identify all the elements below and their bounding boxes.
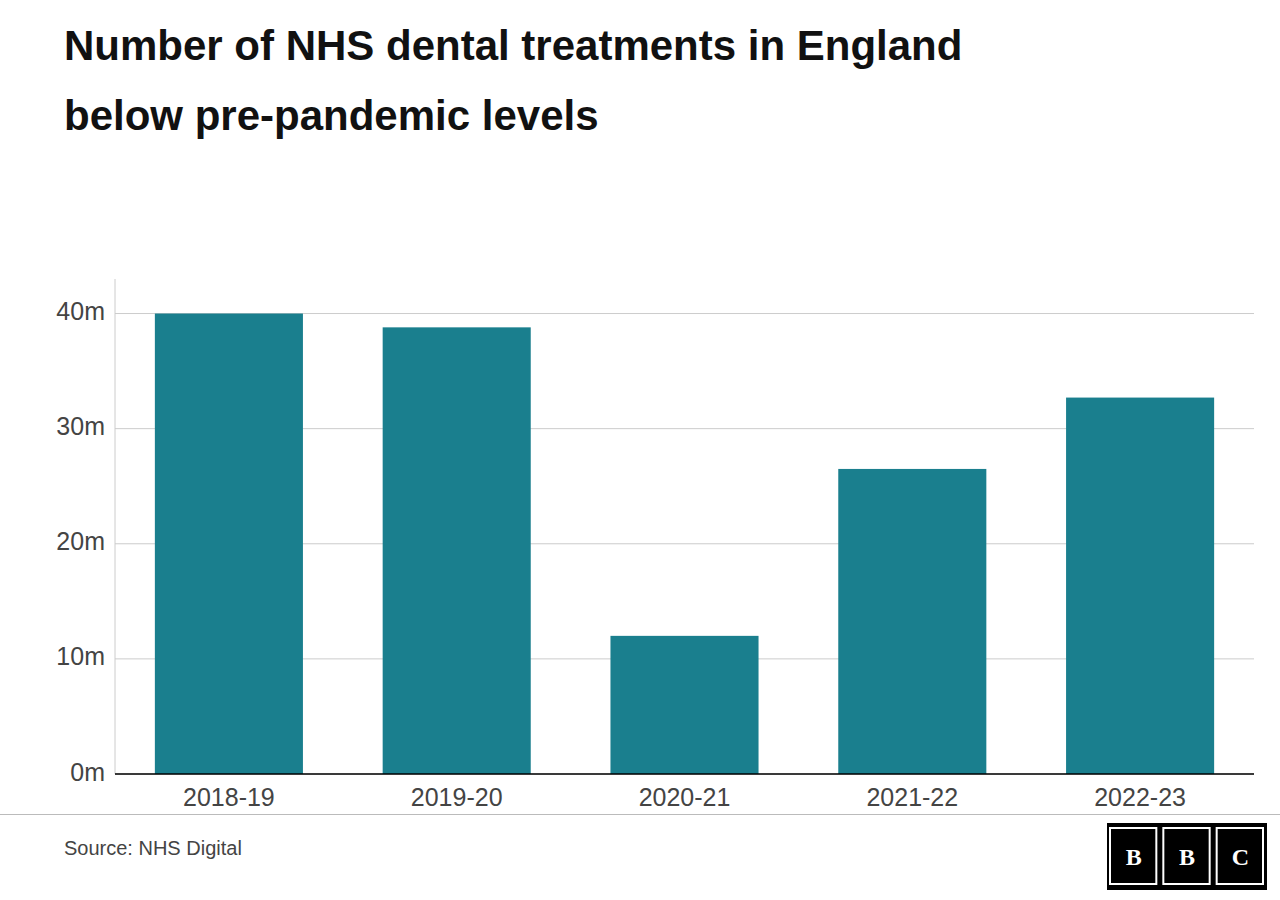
x-tick-label: 2022-23 (1094, 783, 1186, 811)
x-axis-line (115, 773, 1254, 775)
title: Number of NHS dental treatments in Engla… (64, 22, 962, 69)
bar (155, 314, 303, 774)
y-axis-line (115, 279, 116, 774)
y-tick-label: 20m (56, 527, 105, 555)
logo-letter: B (1126, 844, 1142, 870)
y-tick-label: 10m (56, 642, 105, 670)
logo-bg (1107, 823, 1267, 890)
bar (1066, 398, 1214, 774)
x-tick-label: 2021-22 (866, 783, 958, 811)
logo-box (1217, 828, 1263, 884)
logo: BBC (1107, 823, 1267, 890)
logo-letter: B (1179, 844, 1195, 870)
separator (0, 814, 1280, 815)
bars (155, 314, 1214, 774)
bar (610, 636, 758, 774)
x-tick-label: 2020-21 (639, 783, 731, 811)
logo-box (1163, 828, 1209, 884)
grid-line (115, 774, 1254, 775)
chart: Number of NHS dental treatments in Engla… (0, 0, 1280, 900)
source: Source: NHS Digital (64, 837, 242, 859)
grid (115, 314, 1254, 774)
x-tick-label: 2019-20 (411, 783, 503, 811)
y-tick-label: 30m (56, 412, 105, 440)
y-tick-label: 0m (70, 758, 105, 786)
bar (838, 469, 986, 774)
x-tick-label: 2018-19 (183, 783, 275, 811)
subtitle: below pre-pandemic levels (64, 92, 599, 139)
logo-box (1110, 828, 1156, 884)
y-tick-label: 40m (56, 297, 105, 325)
logo-letter: C (1232, 844, 1249, 870)
bar (383, 327, 531, 774)
